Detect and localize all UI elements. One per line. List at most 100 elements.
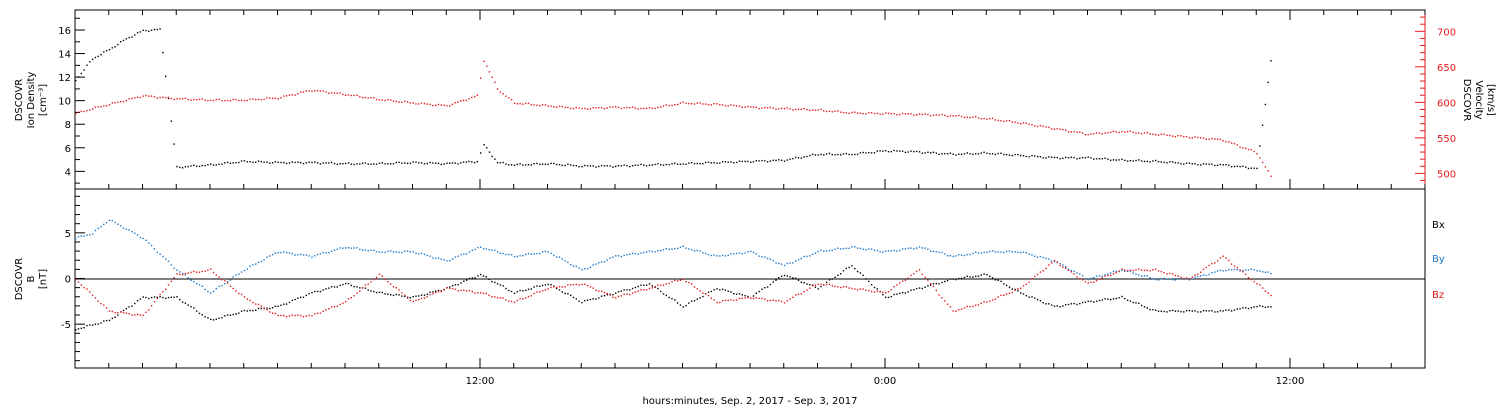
data-point — [1036, 125, 1039, 128]
data-point — [991, 277, 994, 279]
data-point — [688, 302, 690, 304]
data-point — [508, 253, 510, 256]
data-point — [105, 319, 108, 322]
data-point — [949, 306, 952, 308]
data-point — [153, 96, 156, 98]
data-point — [927, 151, 929, 153]
data-point — [390, 163, 392, 165]
data-point — [156, 297, 158, 300]
data-point — [1101, 299, 1103, 301]
data-point — [193, 164, 195, 166]
data-point — [890, 289, 892, 291]
data-point — [167, 97, 170, 100]
data-point — [828, 283, 831, 285]
data-point — [1135, 269, 1137, 271]
data-point — [271, 162, 274, 164]
data-point — [1239, 146, 1241, 148]
data-point — [735, 252, 738, 255]
data-point — [243, 160, 246, 162]
data-point — [488, 151, 491, 153]
data-point — [1256, 283, 1258, 285]
data-point — [693, 300, 696, 302]
data-point — [485, 292, 487, 295]
data-point — [392, 294, 395, 297]
data-point — [840, 154, 842, 156]
data-point — [1225, 164, 1227, 166]
data-point — [1163, 272, 1165, 274]
b-label-line2: B — [26, 275, 37, 282]
data-point — [353, 247, 355, 249]
data-point — [733, 293, 735, 295]
data-point — [111, 317, 113, 320]
data-point — [80, 284, 82, 286]
data-point — [131, 305, 133, 307]
data-point — [578, 166, 580, 168]
data-point — [845, 112, 847, 114]
data-point — [494, 281, 496, 284]
data-point — [713, 289, 715, 291]
data-point — [1039, 156, 1042, 158]
data-point — [724, 255, 727, 257]
data-point — [232, 162, 234, 164]
data-point — [392, 286, 395, 288]
data-point — [1070, 271, 1072, 273]
data-point — [946, 115, 949, 118]
data-point — [561, 291, 563, 293]
data-point — [972, 305, 974, 308]
data-point — [1084, 301, 1087, 303]
data-point — [949, 152, 952, 154]
data-point — [913, 248, 915, 250]
data-point — [1017, 288, 1019, 290]
data-point — [1087, 278, 1089, 281]
data-point — [662, 284, 665, 286]
data-point — [1005, 154, 1008, 156]
data-point — [631, 252, 634, 254]
data-point — [103, 223, 105, 226]
data-point — [378, 291, 381, 293]
data-point — [221, 99, 223, 102]
data-point — [1003, 251, 1005, 254]
b-label-line3: [nT] — [38, 269, 49, 289]
data-point — [347, 298, 350, 300]
data-point — [218, 317, 220, 319]
data-point — [572, 296, 575, 299]
data-point — [80, 110, 82, 113]
data-point — [693, 103, 696, 105]
data-point — [508, 300, 510, 302]
data-point — [373, 249, 375, 251]
data-point — [558, 286, 561, 288]
data-point — [941, 281, 943, 284]
data-point — [840, 273, 842, 275]
data-point — [1233, 309, 1236, 311]
data-point — [747, 295, 749, 298]
data-point — [1157, 310, 1160, 312]
data-point — [100, 322, 102, 324]
data-point — [1121, 295, 1123, 298]
data-point — [224, 315, 226, 317]
data-point — [952, 310, 954, 312]
data-point — [305, 254, 307, 256]
data-point — [429, 293, 431, 296]
data-point — [637, 290, 639, 292]
data-point — [1191, 278, 1193, 280]
data-point — [224, 280, 226, 282]
data-point — [271, 254, 274, 256]
data-point — [710, 162, 712, 164]
data-point — [823, 154, 825, 156]
data-point — [986, 118, 988, 120]
data-point — [387, 293, 389, 295]
data-point — [488, 248, 490, 251]
data-point — [600, 261, 603, 263]
data-point — [915, 270, 918, 273]
data-point — [727, 161, 729, 163]
data-point — [856, 153, 859, 156]
data-point — [724, 299, 727, 302]
data-point — [623, 107, 625, 109]
data-point — [1166, 311, 1168, 313]
data-point — [960, 277, 963, 279]
data-point — [187, 304, 189, 306]
data-point — [1264, 271, 1267, 273]
data-point — [451, 258, 454, 260]
data-point — [1245, 147, 1247, 150]
data-point — [477, 292, 479, 294]
